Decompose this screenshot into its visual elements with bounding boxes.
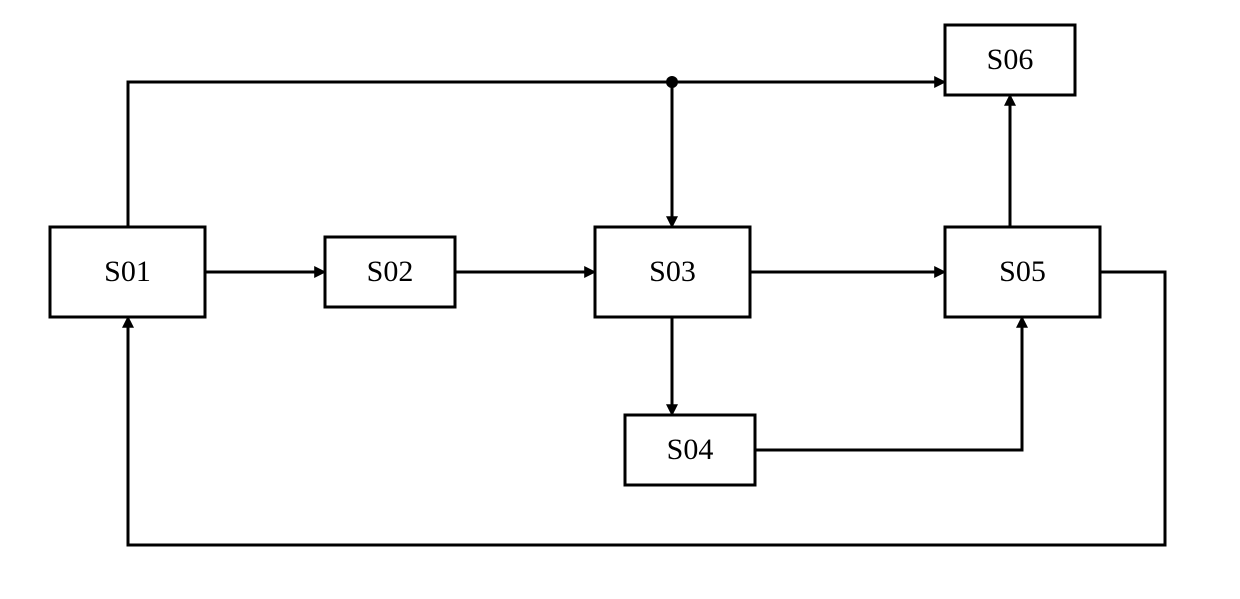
node-label-S02: S02 xyxy=(367,255,414,288)
node-label-S05: S05 xyxy=(999,255,1046,288)
flowchart-diagram: S01 S02 S03 S04 S05 S06 xyxy=(0,0,1240,599)
node-label-S04: S04 xyxy=(667,433,714,466)
edge-S01-junction xyxy=(128,82,672,227)
node-S01: S01 xyxy=(50,227,205,317)
node-S03: S03 xyxy=(595,227,750,317)
edge-S04-S05 xyxy=(755,317,1022,450)
node-S02: S02 xyxy=(325,237,455,307)
node-S05: S05 xyxy=(945,227,1100,317)
node-S04: S04 xyxy=(625,415,755,485)
node-label-S03: S03 xyxy=(649,255,696,288)
node-S06: S06 xyxy=(945,25,1075,95)
junction-dot xyxy=(666,76,678,88)
node-label-S01: S01 xyxy=(104,255,151,288)
node-label-S06: S06 xyxy=(987,43,1034,76)
